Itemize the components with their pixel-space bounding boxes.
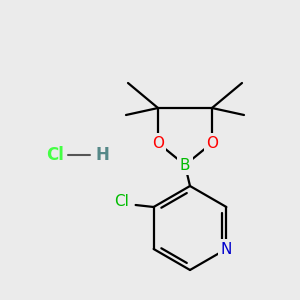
Text: H: H bbox=[95, 146, 109, 164]
Text: O: O bbox=[152, 136, 164, 151]
Text: B: B bbox=[180, 158, 190, 172]
Text: Cl: Cl bbox=[46, 146, 64, 164]
Text: N: N bbox=[221, 242, 232, 256]
Text: O: O bbox=[206, 136, 218, 151]
Text: Cl: Cl bbox=[114, 194, 129, 209]
